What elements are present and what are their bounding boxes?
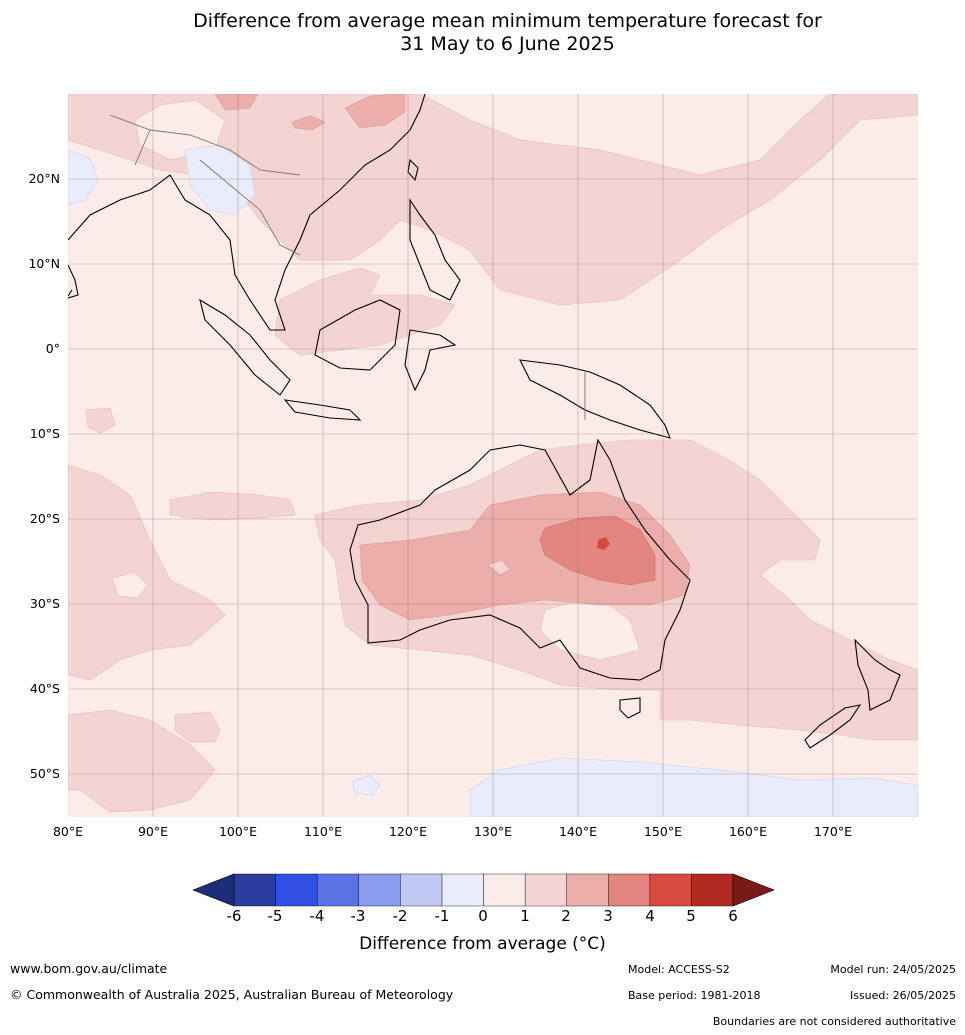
lon-label-100e: 100°E — [218, 824, 257, 839]
field-4-5-hotspot — [597, 537, 610, 550]
lon-label-110e: 110°E — [303, 824, 342, 839]
sri-lanka — [68, 289, 73, 297]
asia-coast — [68, 94, 426, 331]
tasmania-coast — [619, 697, 641, 719]
colorbar-swatch — [566, 873, 609, 907]
field-neg-patch — [351, 774, 381, 796]
lon-label-80e: 80°E — [52, 824, 84, 839]
field-1-2-patch2 — [174, 711, 221, 743]
field-2-3-north — [344, 94, 406, 129]
sulawesi-coast — [404, 329, 457, 392]
lat-label-10n: 10°N — [28, 256, 60, 271]
field-2-3-north2 — [291, 115, 326, 131]
title-line-1: Difference from average mean minimum tem… — [193, 10, 822, 32]
philippines-coast — [409, 198, 461, 301]
lon-label-160e: 160°E — [728, 824, 767, 839]
colorbar-swatch — [649, 873, 692, 907]
taiwan-coast — [407, 158, 419, 182]
java-coast — [283, 399, 362, 421]
map-title: Difference from average mean minimum tem… — [0, 10, 965, 56]
field-3-4-australia — [539, 515, 656, 586]
lat-label-40s: 40°S — [29, 681, 60, 696]
australia-coast — [349, 438, 691, 681]
copyright-text: © Commonwealth of Australia 2025, Austra… — [10, 987, 454, 1002]
borneo-coast — [314, 299, 401, 371]
website-link[interactable]: www.bom.gov.au/climate — [10, 961, 168, 976]
colorbar-label: -2 — [392, 907, 408, 925]
lat-label-0: 0° — [45, 341, 60, 356]
colorbar — [192, 873, 775, 907]
coastlines — [68, 94, 901, 749]
field-neg-south — [469, 757, 918, 817]
lat-label-30s: 30°S — [29, 596, 60, 611]
lat-label-10s: 10°S — [29, 426, 60, 441]
field-2-3-north3 — [214, 94, 259, 111]
colorbar-low-extend — [192, 873, 235, 907]
colorbar-swatch — [691, 873, 734, 907]
colorbar-label: -6 — [226, 907, 242, 925]
model-run-text: Model run: 24/05/2025 — [830, 963, 956, 976]
title-line-2: 31 May to 6 June 2025 — [400, 33, 615, 55]
colorbar-label: -1 — [434, 907, 450, 925]
lon-label-90e: 90°E — [137, 824, 169, 839]
colorbar-swatch — [358, 873, 401, 907]
issued-text: Issued: 26/05/2025 — [849, 989, 956, 1002]
country-borders — [109, 114, 586, 420]
colorbar-label: 5 — [686, 907, 696, 925]
colorbar-swatch — [275, 873, 318, 907]
lon-label-140e: 140°E — [558, 824, 597, 839]
lon-label-170e: 170°E — [813, 824, 852, 839]
field-1-2-patch — [169, 491, 296, 521]
colorbar-swatch — [233, 873, 276, 907]
new-guinea-coast — [519, 359, 671, 439]
field-hole-nw — [134, 99, 226, 161]
model-text: Model: ACCESS-S2 — [628, 963, 730, 976]
colorbar-label: 1 — [520, 907, 530, 925]
field-1-2-south — [68, 709, 216, 813]
colorbar-label: 4 — [645, 907, 655, 925]
disclaimer-text: Boundaries are not considered authoritat… — [712, 1015, 956, 1028]
colorbar-label: -3 — [350, 907, 366, 925]
border-lines — [109, 114, 586, 420]
india-south — [68, 264, 79, 299]
colorbar-swatch — [316, 873, 359, 907]
lat-label-20n: 20°N — [28, 171, 60, 186]
field-hole-west — [111, 571, 149, 599]
field-neg-west — [68, 149, 99, 206]
colorbar-high-extend — [732, 873, 775, 907]
colorbar-label: 6 — [728, 907, 738, 925]
colorbar-label: 0 — [478, 907, 488, 925]
lon-label-130e: 130°E — [473, 824, 512, 839]
colorbar-label: 2 — [561, 907, 571, 925]
colorbar-swatch — [400, 873, 443, 907]
field-1-2-patch3 — [85, 407, 116, 434]
base-period-text: Base period: 1981-2018 — [628, 989, 761, 1002]
colorbar-title: Difference from average (°C) — [359, 934, 606, 954]
colorbar-swatch — [441, 873, 484, 907]
colorbar-label: -5 — [267, 907, 283, 925]
colorbar-swatch — [524, 873, 567, 907]
lat-label-20s: 20°S — [29, 511, 60, 526]
lat-label-50s: 50°S — [29, 766, 60, 781]
colorbar-swatch — [483, 873, 526, 907]
new-zealand-south — [804, 704, 862, 749]
lon-label-120e: 120°E — [388, 824, 427, 839]
colorbar-label: -4 — [309, 907, 325, 925]
lon-label-150e: 150°E — [643, 824, 682, 839]
colorbar-label: 3 — [603, 907, 613, 925]
colorbar-swatch — [608, 873, 651, 907]
field-hole-aus-small — [487, 559, 511, 576]
new-zealand-north — [854, 638, 901, 711]
sumatra-coast — [199, 298, 291, 396]
graticule — [68, 94, 918, 817]
